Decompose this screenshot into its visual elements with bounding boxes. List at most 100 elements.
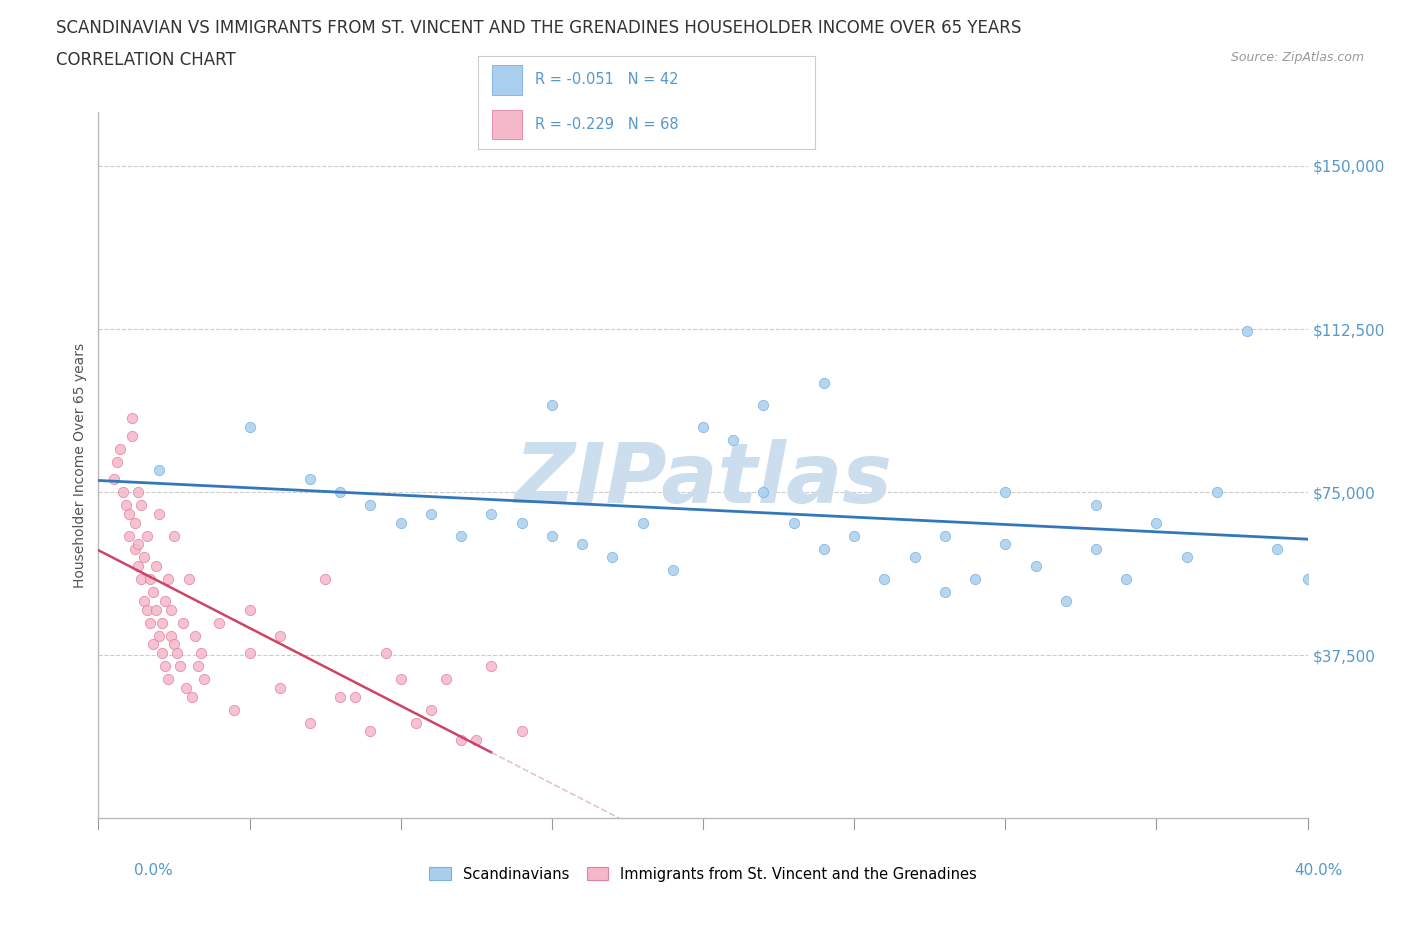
Point bbox=[420, 507, 443, 522]
Point bbox=[148, 507, 170, 522]
Point bbox=[631, 515, 654, 530]
Point bbox=[1144, 515, 1167, 530]
Point bbox=[142, 637, 165, 652]
Point bbox=[142, 585, 165, 600]
Point bbox=[510, 515, 533, 530]
Point bbox=[965, 572, 987, 587]
Point bbox=[299, 472, 322, 486]
Text: 40.0%: 40.0% bbox=[1295, 863, 1343, 878]
Text: SCANDINAVIAN VS IMMIGRANTS FROM ST. VINCENT AND THE GRENADINES HOUSEHOLDER INCOM: SCANDINAVIAN VS IMMIGRANTS FROM ST. VINC… bbox=[56, 19, 1022, 36]
Point bbox=[139, 572, 162, 587]
Point bbox=[465, 733, 488, 748]
Point bbox=[1085, 498, 1108, 512]
Point bbox=[127, 537, 149, 551]
Point bbox=[187, 658, 209, 673]
Point bbox=[148, 629, 170, 644]
Point bbox=[450, 733, 472, 748]
Point bbox=[994, 537, 1017, 551]
Point bbox=[121, 411, 143, 426]
Point bbox=[129, 498, 152, 512]
Point bbox=[1236, 324, 1258, 339]
Text: 0.0%: 0.0% bbox=[134, 863, 173, 878]
FancyBboxPatch shape bbox=[492, 110, 522, 140]
Point bbox=[193, 671, 215, 686]
Point bbox=[344, 689, 367, 704]
Point bbox=[135, 528, 157, 543]
Text: ZIPatlas: ZIPatlas bbox=[515, 439, 891, 520]
Legend: Scandinavians, Immigrants from St. Vincent and the Grenadines: Scandinavians, Immigrants from St. Vince… bbox=[422, 859, 984, 889]
Point bbox=[156, 671, 179, 686]
Point bbox=[190, 645, 212, 660]
Point bbox=[124, 515, 146, 530]
Point bbox=[239, 419, 262, 434]
Point bbox=[156, 572, 179, 587]
Point bbox=[160, 603, 183, 618]
Point bbox=[145, 559, 167, 574]
Point bbox=[571, 537, 593, 551]
Point bbox=[752, 485, 775, 499]
Point bbox=[127, 485, 149, 499]
Point bbox=[169, 658, 191, 673]
Point bbox=[179, 572, 201, 587]
Point bbox=[299, 715, 322, 730]
Point bbox=[150, 645, 173, 660]
Point bbox=[813, 541, 835, 556]
Point bbox=[172, 616, 194, 631]
Point bbox=[1267, 541, 1289, 556]
Point bbox=[103, 472, 125, 486]
Point bbox=[389, 515, 412, 530]
Y-axis label: Householder Income Over 65 years: Householder Income Over 65 years bbox=[73, 342, 87, 588]
Point bbox=[692, 419, 714, 434]
Point bbox=[360, 724, 382, 738]
Point bbox=[145, 603, 167, 618]
Point bbox=[269, 629, 291, 644]
Point bbox=[160, 629, 183, 644]
Point bbox=[329, 485, 352, 499]
Point bbox=[1206, 485, 1229, 499]
Point bbox=[1054, 593, 1077, 608]
Point bbox=[1115, 572, 1137, 587]
Point bbox=[405, 715, 427, 730]
Point bbox=[181, 689, 204, 704]
Point bbox=[481, 507, 503, 522]
Point bbox=[174, 681, 197, 696]
Point bbox=[163, 637, 186, 652]
Point bbox=[752, 398, 775, 413]
Point bbox=[132, 593, 155, 608]
Point bbox=[124, 541, 146, 556]
Point bbox=[904, 550, 927, 565]
Point bbox=[153, 658, 176, 673]
Point bbox=[105, 454, 128, 469]
Point bbox=[510, 724, 533, 738]
Point bbox=[114, 498, 136, 512]
Point bbox=[135, 603, 157, 618]
Point bbox=[1085, 541, 1108, 556]
Point bbox=[121, 428, 143, 443]
Point bbox=[314, 572, 336, 587]
Point bbox=[389, 671, 412, 686]
Point bbox=[239, 603, 262, 618]
FancyBboxPatch shape bbox=[492, 65, 522, 95]
Point bbox=[269, 681, 291, 696]
Point bbox=[139, 616, 162, 631]
Point bbox=[148, 463, 170, 478]
Point bbox=[118, 528, 141, 543]
Point bbox=[153, 593, 176, 608]
Point bbox=[239, 645, 262, 660]
Point bbox=[994, 485, 1017, 499]
Point bbox=[844, 528, 866, 543]
Point bbox=[184, 629, 207, 644]
Point bbox=[723, 432, 745, 447]
Point bbox=[132, 550, 155, 565]
Point bbox=[329, 689, 352, 704]
Point bbox=[1024, 559, 1046, 574]
Point bbox=[111, 485, 134, 499]
Point bbox=[208, 616, 231, 631]
Point bbox=[934, 585, 956, 600]
Text: CORRELATION CHART: CORRELATION CHART bbox=[56, 51, 236, 69]
Point bbox=[1175, 550, 1198, 565]
Text: R = -0.051   N = 42: R = -0.051 N = 42 bbox=[536, 73, 679, 87]
Point bbox=[163, 528, 186, 543]
Point bbox=[783, 515, 806, 530]
Point bbox=[150, 616, 173, 631]
